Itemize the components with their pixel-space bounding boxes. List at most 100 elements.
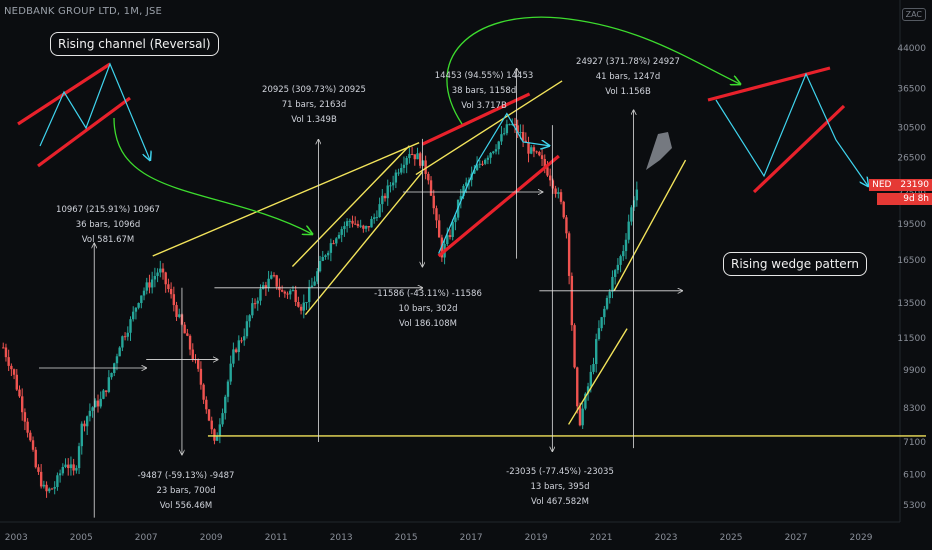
x-tick-label: 2023 <box>655 533 678 543</box>
candle-body <box>259 288 262 301</box>
candle-body <box>253 303 257 305</box>
currency-badge[interactable]: ZAC <box>901 8 926 21</box>
candle-body <box>446 235 449 245</box>
candle-body <box>318 260 322 272</box>
candle-body <box>69 464 73 469</box>
y-tick-label: 19500 <box>897 220 926 230</box>
measurement-label: 24927 (371.78%) 24927 <box>576 57 680 67</box>
candle-body <box>118 347 121 357</box>
candle-body <box>218 424 222 436</box>
candle-body <box>622 251 625 257</box>
green-curve-top <box>446 16 740 125</box>
candle-body <box>459 196 463 200</box>
candle-body <box>126 332 129 337</box>
candle-body <box>75 468 78 471</box>
cyan-zigzag-path <box>438 112 549 254</box>
x-tick-label: 2017 <box>460 533 483 543</box>
candle-body <box>161 268 165 273</box>
candle-body <box>96 400 100 407</box>
candle-body <box>159 268 162 273</box>
candle-body <box>256 300 259 304</box>
candle-body <box>405 158 408 165</box>
measurement-label: 41 bars, 1247d <box>596 72 660 82</box>
candle-body <box>245 321 249 337</box>
candle-body <box>270 275 273 279</box>
candle-body <box>91 407 94 411</box>
candle-body <box>532 147 536 152</box>
measurement-label: 36 bars, 1096d <box>76 220 140 230</box>
candle-body <box>378 204 381 218</box>
candle-body <box>77 446 81 469</box>
candle-body <box>207 409 211 421</box>
candle-body <box>202 384 205 400</box>
candle-body <box>538 151 541 156</box>
candle-body <box>221 413 224 425</box>
candle-body <box>129 319 132 333</box>
measurement-label: Vol 581.67M <box>82 235 135 245</box>
candle-body <box>175 305 178 317</box>
candle-body <box>440 237 444 258</box>
x-tick-label: 2019 <box>525 533 548 543</box>
candle-body <box>595 339 598 365</box>
candle-body <box>359 225 362 227</box>
candle-body <box>172 294 176 306</box>
x-tick-label: 2021 <box>590 533 613 543</box>
candle-body <box>394 172 398 183</box>
green-curve-left <box>113 117 312 234</box>
candle-body <box>389 185 392 187</box>
candle-body <box>478 163 481 165</box>
candle-body <box>251 303 254 316</box>
x-tick-label: 2025 <box>720 533 743 543</box>
candle-body <box>454 217 457 223</box>
candle-body <box>527 142 530 154</box>
candle-body <box>283 291 287 294</box>
countdown-badge: 9d 8h <box>877 193 932 205</box>
candle-body <box>627 221 630 240</box>
y-tick-label: 8300 <box>903 404 926 414</box>
measurement-label: Vol 467.582M <box>531 497 589 507</box>
candle-body <box>226 381 230 397</box>
schematic-channel-bottom <box>37 96 131 168</box>
red-channel-line <box>421 92 531 146</box>
candle-body <box>156 272 159 276</box>
candle-body <box>153 275 157 280</box>
candle-body <box>169 289 173 295</box>
candle-body <box>248 315 251 322</box>
candle-body <box>494 149 498 152</box>
candle-body <box>597 328 601 340</box>
candle-body <box>332 243 335 245</box>
candle-body <box>624 239 628 252</box>
candle-body <box>137 303 140 308</box>
candle-body <box>48 488 51 492</box>
candle-body <box>272 275 276 277</box>
candle-body <box>310 285 314 288</box>
candle-body <box>530 147 533 154</box>
candle-body <box>134 307 138 312</box>
candle-body <box>427 173 430 181</box>
measurement-label: 10 bars, 302d <box>398 304 457 314</box>
candle-body <box>224 396 227 414</box>
candle-body <box>213 429 216 441</box>
candle-body <box>88 410 92 417</box>
candle-body <box>448 235 452 237</box>
candle-body <box>37 467 40 472</box>
candle-body <box>335 238 338 244</box>
candle-body <box>302 302 305 311</box>
candle-body <box>408 154 411 159</box>
candle-body <box>573 325 576 368</box>
yellow-trendline <box>613 159 687 292</box>
candle-body <box>210 420 213 430</box>
candle-body <box>83 423 86 427</box>
candle-body <box>619 256 622 265</box>
wedge-top-line <box>707 66 831 102</box>
candle-body <box>178 314 181 317</box>
candle-body <box>391 182 395 186</box>
candle-body <box>121 336 124 348</box>
x-tick-label: 2005 <box>70 533 93 543</box>
measurement-label: -9487 (-59.13%) -9487 <box>138 471 235 481</box>
candle-body <box>548 175 552 181</box>
candle-body <box>42 484 46 487</box>
candle-body <box>34 449 37 468</box>
wedge-bottom-line <box>752 104 846 194</box>
